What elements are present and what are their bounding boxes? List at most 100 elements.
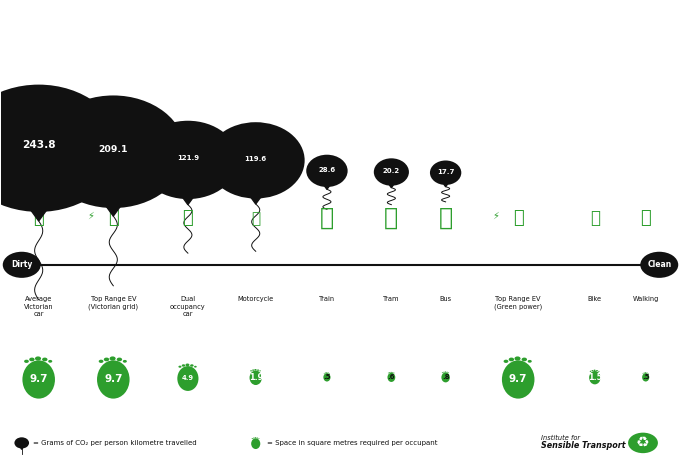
Text: .6: .6 (387, 374, 395, 380)
Text: 209.1: 209.1 (99, 144, 128, 153)
Text: .5: .5 (323, 374, 331, 380)
Ellipse shape (374, 159, 409, 186)
Text: Top Range EV
(Green power): Top Range EV (Green power) (494, 296, 542, 310)
Text: 🏍: 🏍 (251, 211, 260, 226)
Ellipse shape (514, 356, 520, 361)
Ellipse shape (110, 356, 116, 361)
Ellipse shape (388, 372, 389, 373)
Text: 🚲: 🚲 (590, 209, 600, 227)
Ellipse shape (251, 439, 260, 449)
Text: 17.7: 17.7 (437, 169, 454, 175)
Ellipse shape (41, 96, 185, 208)
Text: 28.6: 28.6 (319, 167, 336, 173)
Ellipse shape (138, 121, 238, 199)
Text: Bus: Bus (439, 296, 452, 302)
Ellipse shape (589, 371, 601, 385)
Ellipse shape (255, 437, 256, 439)
Ellipse shape (323, 373, 325, 374)
Ellipse shape (194, 366, 197, 368)
Ellipse shape (443, 372, 445, 373)
Ellipse shape (598, 371, 599, 372)
Text: 🚗: 🚗 (183, 209, 193, 227)
Polygon shape (106, 205, 121, 216)
Text: 121.9: 121.9 (177, 155, 199, 161)
Text: 🚗: 🚗 (513, 209, 524, 227)
Polygon shape (183, 197, 193, 204)
Ellipse shape (646, 372, 648, 373)
Text: ♻: ♻ (636, 435, 650, 450)
Text: Tram: Tram (383, 296, 400, 302)
Circle shape (3, 252, 41, 278)
Ellipse shape (254, 369, 257, 371)
Ellipse shape (257, 370, 259, 371)
Text: Train: Train (319, 296, 335, 302)
Ellipse shape (592, 370, 593, 371)
Text: Sensible Transport: Sensible Transport (541, 441, 625, 450)
Ellipse shape (390, 372, 392, 373)
Ellipse shape (104, 357, 109, 361)
Text: 🚗: 🚗 (33, 209, 44, 227)
Text: 9.7: 9.7 (104, 374, 123, 384)
Ellipse shape (445, 371, 446, 372)
Ellipse shape (182, 364, 185, 367)
Ellipse shape (258, 438, 259, 439)
Ellipse shape (328, 372, 329, 373)
Ellipse shape (642, 373, 644, 374)
Ellipse shape (0, 84, 121, 212)
Ellipse shape (306, 155, 347, 187)
Ellipse shape (644, 372, 645, 373)
Ellipse shape (448, 372, 449, 373)
Ellipse shape (323, 373, 330, 381)
Text: Dual
occupancy
car: Dual occupancy car (170, 296, 206, 317)
Ellipse shape (441, 372, 450, 382)
Ellipse shape (329, 373, 330, 374)
Polygon shape (30, 209, 48, 221)
Ellipse shape (250, 370, 252, 371)
Ellipse shape (190, 364, 193, 367)
Text: 20.2: 20.2 (383, 168, 400, 174)
Text: 🚗: 🚗 (108, 209, 118, 227)
Ellipse shape (177, 366, 198, 391)
Ellipse shape (392, 372, 394, 373)
Text: 119.6: 119.6 (244, 156, 267, 161)
Text: .8: .8 (442, 374, 449, 380)
Ellipse shape (252, 370, 254, 371)
Ellipse shape (257, 438, 258, 439)
Ellipse shape (48, 360, 52, 363)
Ellipse shape (29, 357, 35, 361)
Ellipse shape (123, 360, 127, 363)
Ellipse shape (249, 371, 262, 385)
Text: = Space in square metres required per occupant: = Space in square metres required per oc… (267, 440, 438, 446)
Text: 1.9: 1.9 (249, 373, 263, 382)
Text: 4.9: 4.9 (182, 375, 194, 381)
Polygon shape (325, 186, 329, 189)
Ellipse shape (207, 122, 304, 198)
Ellipse shape (14, 437, 29, 448)
Circle shape (628, 432, 658, 453)
Text: ⚡: ⚡ (492, 211, 499, 221)
Polygon shape (444, 184, 447, 187)
Ellipse shape (35, 356, 41, 361)
Text: .5: .5 (642, 374, 650, 380)
Ellipse shape (99, 360, 104, 363)
Text: Average
Victorian
car: Average Victorian car (24, 296, 54, 317)
Ellipse shape (24, 360, 29, 363)
Ellipse shape (116, 357, 122, 361)
Ellipse shape (594, 370, 596, 371)
Ellipse shape (253, 438, 255, 439)
Ellipse shape (185, 363, 189, 366)
Text: 🚊: 🚊 (384, 206, 398, 230)
Text: Bike: Bike (588, 296, 602, 302)
Ellipse shape (522, 357, 527, 361)
Ellipse shape (645, 372, 646, 373)
Text: 243.8: 243.8 (22, 140, 56, 150)
Text: ⚡: ⚡ (87, 211, 95, 221)
Ellipse shape (528, 360, 532, 363)
Text: Top Range EV
(Victorian grid): Top Range EV (Victorian grid) (89, 296, 138, 310)
Ellipse shape (430, 160, 461, 185)
Ellipse shape (326, 372, 328, 373)
Ellipse shape (387, 373, 395, 382)
Ellipse shape (648, 373, 649, 374)
Text: 🚌: 🚌 (439, 206, 453, 230)
Text: 🚶: 🚶 (640, 209, 651, 227)
